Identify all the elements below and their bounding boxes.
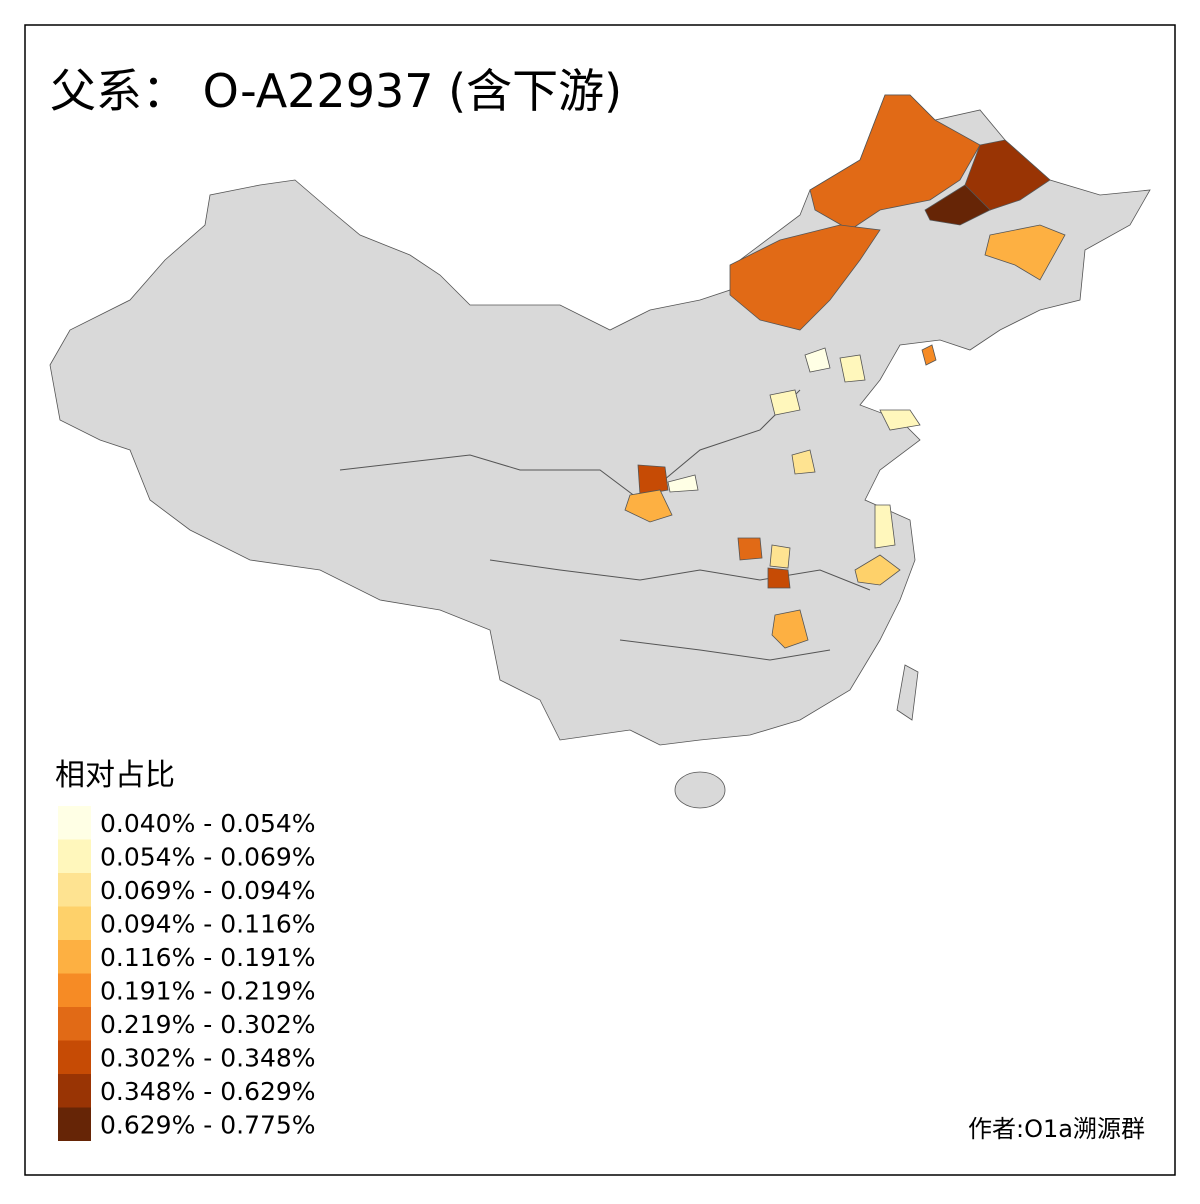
region xyxy=(667,474,699,493)
province-border xyxy=(339,389,801,501)
legend-label: 0.219% - 0.302% xyxy=(100,1010,316,1039)
region xyxy=(637,464,669,496)
author-credit: 作者:O1a溯源群 xyxy=(968,1115,1145,1143)
region xyxy=(737,537,763,561)
legend-label: 0.191% - 0.219% xyxy=(100,976,316,1005)
region xyxy=(874,504,896,549)
region xyxy=(879,409,921,431)
legend-label: 0.094% - 0.116% xyxy=(100,909,316,938)
legend-label: 0.069% - 0.094% xyxy=(100,876,316,905)
region xyxy=(624,489,673,523)
legend-swatch xyxy=(58,1107,91,1141)
region xyxy=(924,184,991,226)
legend-swatch xyxy=(58,873,91,907)
legend: 0.040% - 0.054% 0.054% - 0.069% 0.069% - 0… xyxy=(58,806,316,1141)
map-title: 父系： O-A22937 (含下游) xyxy=(50,64,622,118)
island xyxy=(896,664,919,721)
legend-swatch xyxy=(58,1074,91,1108)
region xyxy=(791,449,816,475)
region xyxy=(729,224,881,331)
legend-swatch xyxy=(58,806,91,840)
region xyxy=(839,354,866,383)
region xyxy=(804,347,831,373)
highlighted-regions xyxy=(624,94,1066,649)
island xyxy=(674,771,726,809)
legend-swatch xyxy=(58,906,91,940)
legend-label: 0.116% - 0.191% xyxy=(100,943,316,972)
region xyxy=(767,567,791,589)
province-border xyxy=(619,639,831,661)
region xyxy=(771,609,809,649)
legend-swatch xyxy=(58,1007,91,1041)
legend-label: 0.302% - 0.348% xyxy=(100,1043,316,1072)
region xyxy=(921,344,937,366)
legend-label: 0.629% - 0.775% xyxy=(100,1110,316,1139)
legend-swatch xyxy=(58,973,91,1007)
province-border xyxy=(489,559,871,591)
legend-swatch xyxy=(58,839,91,873)
region xyxy=(984,224,1066,281)
region xyxy=(769,544,791,569)
legend-title: 相对占比 xyxy=(55,758,175,793)
legend-label: 0.348% - 0.629% xyxy=(100,1077,316,1106)
legend-swatch xyxy=(58,940,91,974)
legend-label: 0.054% - 0.069% xyxy=(100,842,316,871)
region xyxy=(854,554,901,586)
region xyxy=(769,389,801,416)
legend-swatch xyxy=(58,1040,91,1074)
legend-label: 0.040% - 0.054% xyxy=(100,809,316,838)
